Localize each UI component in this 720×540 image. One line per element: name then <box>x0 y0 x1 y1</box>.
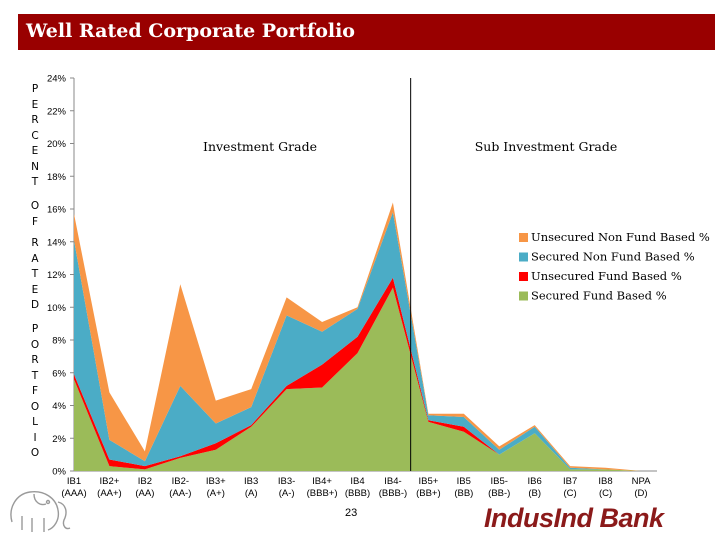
x-tick-label: IB5- <box>491 476 508 487</box>
portfolio-letter: O <box>30 447 40 459</box>
legend-label: Secured Fund Based % <box>531 289 667 303</box>
x-tick-sublabel: (BBB) <box>345 488 370 499</box>
title-bar: Well Rated Corporate Portfolio <box>18 14 715 50</box>
y-tick-label: 10% <box>47 303 67 314</box>
x-tick-sublabel: (BBB+) <box>307 488 338 499</box>
percent-letter: N <box>31 160 39 173</box>
x-tick-label: IB2 <box>138 476 152 487</box>
y-tick-label: 2% <box>52 434 66 445</box>
percent-letter: R <box>31 114 39 126</box>
y-tick-label: 0% <box>52 467 66 478</box>
portfolio-letter: O <box>30 338 40 351</box>
x-tick-sublabel: (A-) <box>279 488 295 499</box>
x-tick-label: IB5 <box>457 476 471 487</box>
x-tick-label: IB4 <box>350 476 364 487</box>
x-tick-label: IB4- <box>384 476 401 487</box>
annotation-sub-investment-grade: Sub Investment Grade <box>475 139 618 154</box>
y-tick-label: 20% <box>47 139 67 150</box>
x-tick-sublabel: (C) <box>599 488 612 499</box>
x-tick-label: IB5+ <box>418 476 438 487</box>
brand-logo-text: IndusInd Bank <box>484 503 664 533</box>
x-tick-sublabel: (A+) <box>207 488 225 499</box>
legend-swatch <box>519 291 528 301</box>
x-tick-sublabel: (C) <box>564 488 577 499</box>
portfolio-letter: R <box>31 354 39 366</box>
x-tick-sublabel: (BB) <box>454 488 473 499</box>
x-tick-label: IB3- <box>278 476 295 487</box>
y-tick-label: 16% <box>47 205 67 216</box>
percent-letter: T <box>31 176 39 188</box>
x-tick-label: IB3 <box>244 476 258 487</box>
percent-letter: P <box>31 83 39 95</box>
y-tick-label: 8% <box>52 336 66 347</box>
x-tick-sublabel: (AA) <box>135 488 154 499</box>
x-tick-sublabel: (B) <box>528 488 541 499</box>
legend-label: Unsecured Fund Based % <box>531 269 682 283</box>
legend-label: Unsecured Non Fund Based % <box>531 230 710 244</box>
elephant-logo-icon <box>10 491 71 532</box>
x-tick-label: NPA <box>632 476 651 487</box>
of-letter: O <box>30 200 40 212</box>
y-tick-label: 24% <box>47 74 67 85</box>
percent-letter: E <box>31 98 39 111</box>
area-secured-fund-based <box>74 287 641 471</box>
rated-letter: D <box>30 299 40 311</box>
portfolio-letter: F <box>31 385 39 397</box>
page-number: 23 <box>345 507 358 519</box>
x-tick-label: IB8 <box>598 476 612 487</box>
legend-swatch <box>519 272 528 281</box>
y-tick-label: 12% <box>47 270 67 281</box>
rated-letter: T <box>31 268 39 280</box>
y-tick-label: 14% <box>47 237 67 248</box>
portfolio-letter: I <box>33 431 37 444</box>
y-tick-label: 18% <box>47 172 67 183</box>
x-tick-sublabel: (BB-) <box>488 488 510 499</box>
area-unsecured-non-fund-based <box>74 202 641 471</box>
rated-letter: E <box>31 283 39 296</box>
rated-letter: A <box>31 252 39 265</box>
of-letter: F <box>31 215 39 228</box>
x-tick-label: IB1 <box>67 476 81 487</box>
slide-title: Well Rated Corporate Portfolio <box>26 20 355 42</box>
x-tick-sublabel: (AA-) <box>169 488 191 499</box>
x-tick-sublabel: (BB+) <box>416 488 441 499</box>
x-tick-sublabel: (BBB-) <box>379 488 408 499</box>
x-tick-sublabel: (A) <box>245 488 258 499</box>
x-tick-sublabel: (AA+) <box>97 488 122 499</box>
x-tick-label: IB2- <box>172 476 189 487</box>
x-tick-label: IB3+ <box>206 476 226 487</box>
portfolio-letter: L <box>32 416 38 428</box>
y-tick-label: 6% <box>52 368 66 379</box>
percent-letter: C <box>31 129 39 142</box>
portfolio-letter: O <box>30 400 40 413</box>
x-tick-sublabel: (D) <box>634 488 647 499</box>
y-tick-label: 4% <box>52 401 66 412</box>
portfolio-letter: P <box>31 323 39 335</box>
y-tick-label: 22% <box>47 106 67 117</box>
x-tick-label: IB6 <box>528 476 542 487</box>
x-tick-sublabel: (AAA) <box>61 488 86 499</box>
x-tick-label: IB2+ <box>100 476 120 487</box>
legend-swatch <box>519 252 528 262</box>
annotation-investment-grade: Investment Grade <box>203 139 317 154</box>
legend-label: Secured Non Fund Based % <box>531 250 695 264</box>
x-tick-label: IB7 <box>563 476 577 487</box>
x-tick-label: IB4+ <box>312 476 332 487</box>
percent-letter: E <box>31 145 39 157</box>
portfolio-letter: T <box>31 369 39 382</box>
legend-swatch <box>519 233 528 242</box>
rated-letter: R <box>31 237 39 249</box>
